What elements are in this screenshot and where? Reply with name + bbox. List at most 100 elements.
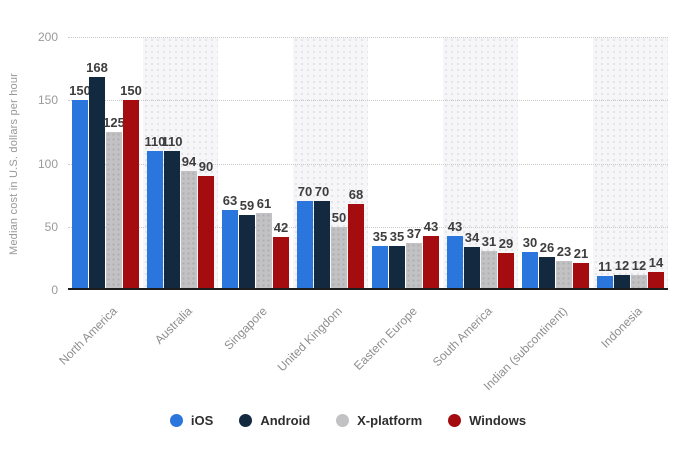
bar-value-label: 110 — [161, 133, 183, 149]
bar-value-label: 11 — [598, 259, 612, 275]
bar-value-label: 94 — [181, 154, 197, 170]
gridline — [68, 163, 668, 165]
bar: 42 — [273, 220, 289, 290]
bar-value-label: 150 — [120, 83, 142, 99]
bar-value-label: 23 — [556, 243, 572, 259]
bar-group: 70 70 50 68 — [293, 37, 368, 290]
category-label: Australia — [151, 304, 195, 347]
bar-value-label: 12 — [614, 257, 630, 273]
category-label: South America — [429, 304, 495, 370]
bar: 150 — [120, 83, 142, 290]
bar: 23 — [556, 244, 572, 290]
legend-marker — [169, 414, 183, 427]
category-label: Eastern Europe — [350, 304, 420, 373]
legend-item-android[interactable]: Android — [239, 413, 310, 428]
bar: 12 — [614, 258, 630, 290]
bar: 94 — [181, 154, 197, 290]
category-label: Indian (subcontinent) — [480, 304, 570, 394]
bar: 35 — [389, 229, 405, 290]
legend-label: X-platform — [357, 413, 423, 428]
bar-value-label: 31 — [481, 233, 497, 249]
bar-group: 110 110 94 90 — [143, 37, 218, 290]
bar-value-label: 14 — [648, 255, 664, 271]
bar-value-label: 70 — [314, 184, 330, 200]
category-label: Indonesia — [597, 304, 645, 351]
bar-value-label: 37 — [406, 226, 422, 242]
legend-item-windows[interactable]: Windows — [448, 413, 526, 428]
legend-item-ios[interactable]: iOS — [169, 413, 214, 428]
bar: 35 — [372, 229, 388, 290]
bar-value-label: 90 — [198, 159, 214, 175]
bar-value-label: 59 — [239, 198, 255, 214]
bar-value-label: 35 — [389, 228, 405, 244]
bar: 110 — [162, 134, 182, 290]
bar: 30 — [522, 235, 538, 290]
bar-group: 63 59 61 42 — [218, 37, 293, 290]
bar-value-label: 35 — [372, 228, 388, 244]
bar: 110 — [145, 134, 165, 290]
bar: 70 — [314, 184, 330, 290]
bar: 50 — [331, 210, 347, 290]
bar-value-label: 50 — [331, 209, 347, 225]
bar-value-label: 70 — [297, 184, 313, 200]
bar-value-label: 125 — [103, 114, 125, 130]
legend-item-x-platform[interactable]: X-platform — [336, 413, 422, 428]
bar: 29 — [498, 236, 514, 290]
bar: 168 — [86, 60, 108, 290]
bar-value-label: 26 — [539, 240, 555, 256]
bar: 68 — [348, 187, 364, 290]
bar-group: 35 35 37 43 — [368, 37, 443, 290]
bar: 26 — [539, 240, 555, 290]
bar-value-label: 21 — [573, 246, 589, 262]
gridline — [68, 37, 668, 38]
bar-value-label: 30 — [522, 235, 538, 251]
bar-group: 11 12 12 14 — [593, 37, 668, 290]
bar-value-label: 42 — [273, 219, 289, 235]
bar-value-label: 12 — [631, 257, 647, 273]
bar-value-label: 68 — [348, 186, 364, 202]
x-axis-line — [68, 288, 668, 290]
bar: 59 — [239, 198, 255, 290]
bar-value-label: 43 — [423, 218, 439, 234]
bar-value-label: 168 — [86, 60, 108, 76]
gridline — [68, 100, 668, 102]
bar: 63 — [222, 193, 238, 290]
bar-value-label: 61 — [256, 195, 272, 211]
y-tick-label: 50 — [44, 219, 58, 234]
legend: iOS Android X-platform Windows — [0, 413, 696, 428]
bar: 37 — [406, 226, 422, 290]
bar: 14 — [648, 255, 664, 290]
bar: 70 — [297, 184, 313, 290]
legend-label: iOS — [190, 413, 214, 428]
bar-value-label: 34 — [464, 230, 480, 245]
bar: 61 — [256, 196, 272, 290]
bar-group: 150 168 125 150 — [68, 37, 143, 290]
y-tick-label: 100 — [37, 156, 58, 171]
legend-label: Windows — [469, 413, 527, 428]
y-tick-label: 200 — [37, 30, 58, 44]
category-label: North America — [55, 304, 120, 368]
bar: 43 — [423, 219, 439, 290]
category-label: Singapore — [220, 304, 270, 353]
bar: 34 — [464, 230, 480, 290]
bar: 12 — [631, 258, 647, 290]
gridlines — [68, 37, 668, 290]
bar: 150 — [69, 83, 91, 290]
bar-group: 43 34 31 29 — [443, 37, 518, 290]
bar-value-label: 43 — [447, 218, 463, 234]
gridline — [68, 226, 668, 228]
y-tick-label: 0 — [51, 283, 58, 297]
legend-marker — [336, 414, 350, 427]
bar: 125 — [103, 115, 125, 290]
bar: 21 — [573, 246, 589, 290]
bar-value-label: 63 — [222, 193, 238, 209]
bar-value-label: 150 — [69, 83, 91, 99]
legend-label: Android — [260, 413, 311, 428]
bar: 43 — [447, 219, 463, 290]
bar: 90 — [198, 159, 214, 290]
bar: 31 — [481, 234, 497, 290]
category-label: United Kingdom — [274, 304, 345, 375]
legend-marker — [448, 414, 462, 427]
bar-value-label: 110 — [144, 133, 166, 149]
